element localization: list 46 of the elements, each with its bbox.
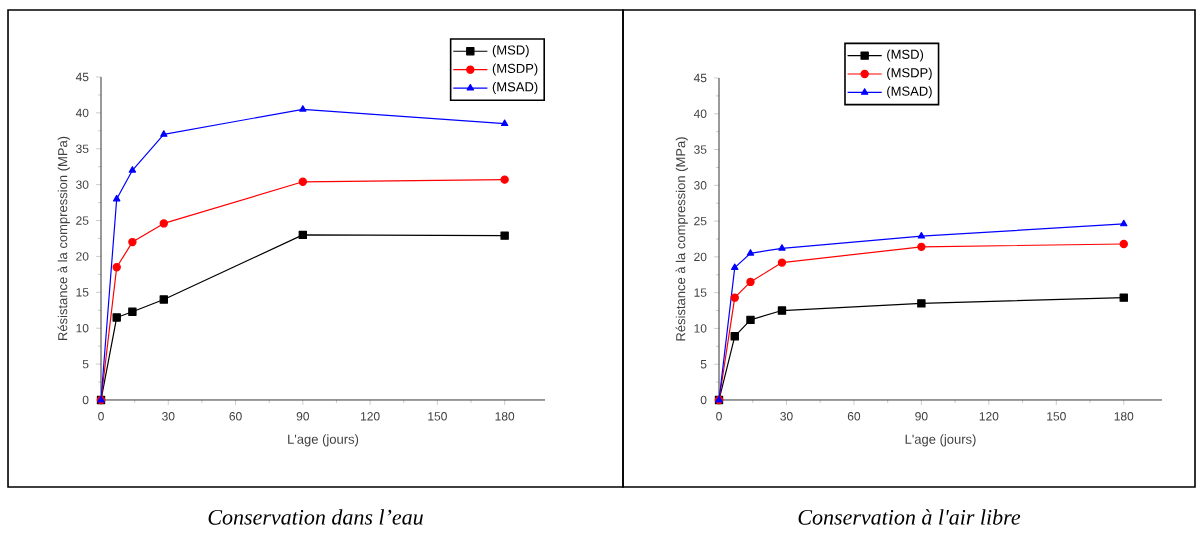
legend-label: (MSDP) [492,63,538,76]
text: Conservation à l'air libre [798,509,1021,525]
y-tick-label: 25 [694,216,707,226]
y-axis-title: Résistance à la compression (MPa) [675,137,688,341]
y-tick-label: 40 [693,109,707,119]
x-axis-title: L'age (jours) [905,434,976,447]
x-tick-label: 90 [296,412,310,421]
x-tick-label: 30 [162,412,175,421]
y-tick-label: 20 [694,252,707,262]
x-tick-label: 180 [495,412,515,421]
x-tick-label: 150 [1047,412,1066,421]
x-tick-label: 120 [979,412,999,421]
legend-label: (MSD) [492,45,529,58]
y-tick-label: 30 [76,180,89,189]
y-tick-label: 0 [82,395,89,405]
legend-label: (MSD) [887,49,924,62]
y-tick-label: 15 [694,288,707,297]
x-tick-label: 150 [428,412,447,421]
y-tick-label: 5 [82,359,89,369]
y-tick-label: 20 [76,252,89,261]
x-axis-title: L'age (jours) [288,434,359,447]
x-tick-label: 0 [716,412,722,421]
y-tick-label: 10 [76,323,89,333]
y-tick-label: 25 [76,216,89,225]
y-tick-label: 15 [76,288,89,297]
y-tick-label: 35 [76,144,89,154]
legend-label: (MSAD) [887,86,932,99]
y-tick-label: 0 [700,395,707,405]
y-tick-label: 10 [694,324,707,333]
text: Conservation dans l’eau [208,509,423,525]
x-tick-label: 30 [780,412,793,421]
legend-label: (MSDP) [887,67,932,80]
y-tick-label: 35 [694,145,707,154]
y-tick-label: 40 [75,108,89,118]
y-tick-label: 45 [693,73,707,83]
x-tick-label: 60 [847,412,861,421]
y-tick-label: 45 [75,72,89,82]
legend-label: (MSAD) [492,81,538,94]
y-tick-label: 5 [700,360,707,369]
x-tick-label: 180 [1114,412,1134,421]
x-tick-label: 120 [361,412,380,421]
y-axis-title: Résistance à la compression (MPa) [57,136,70,341]
x-tick-label: 60 [229,412,242,421]
x-tick-label: 90 [915,412,928,421]
y-tick-label: 30 [694,181,707,190]
x-tick-label: 0 [98,412,104,421]
